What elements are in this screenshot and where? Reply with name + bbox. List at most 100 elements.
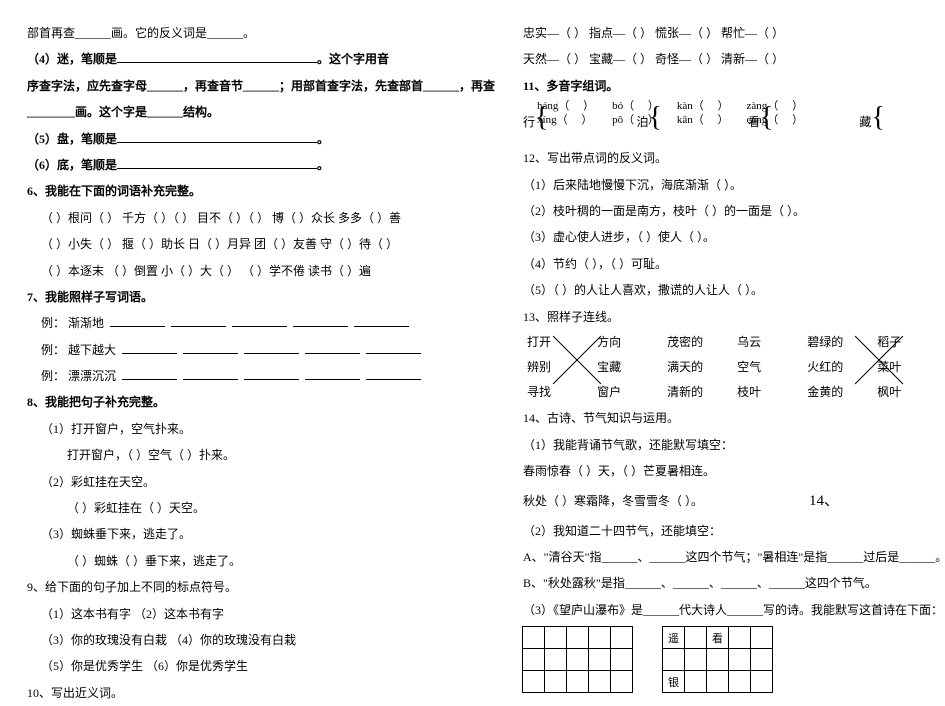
brace-icon: { xyxy=(535,102,548,133)
q4-suffix: 。这个字用音 xyxy=(317,52,389,66)
q14-1: （1）我能背诵节气歌，还能默写填空： xyxy=(523,432,945,458)
poem-grid-container: 遥看银 xyxy=(523,627,945,693)
grid-cell[interactable] xyxy=(684,670,707,693)
connect-word: 宝藏 xyxy=(597,355,667,380)
brace-icon: { xyxy=(760,102,773,133)
grid-cell[interactable]: 遥 xyxy=(662,626,685,649)
grid-cell[interactable] xyxy=(706,670,729,693)
char: 看 xyxy=(748,115,760,129)
grid-cell[interactable] xyxy=(610,670,633,693)
blank[interactable] xyxy=(117,49,317,63)
blank[interactable] xyxy=(110,313,165,327)
blank[interactable] xyxy=(117,155,317,169)
blank[interactable] xyxy=(366,339,421,353)
grid-cell[interactable] xyxy=(728,626,751,649)
blank[interactable] xyxy=(244,366,299,380)
blank[interactable] xyxy=(366,366,421,380)
connect-word: 方向 xyxy=(597,330,667,355)
q14-a: A、"清谷天"指______、______这四个节气；"暑相连"是指______… xyxy=(523,544,945,570)
connect-row: 辨别 宝藏 满天的 空气 火红的 菜叶 xyxy=(527,355,945,380)
sentence: 打开窗户，（ ）空气（ ）扑来。 xyxy=(27,442,495,468)
connect-word: 乌云 xyxy=(737,330,807,355)
blank[interactable] xyxy=(244,339,299,353)
antonym-line: （3）虚心使人进步，（ ）使人（ ）。 xyxy=(523,224,945,250)
sentence: （ ）蜘蛛（ ）垂下来，逃走了。 xyxy=(27,548,495,574)
grid-cell[interactable] xyxy=(566,626,589,649)
poem-text: 秋处（ ）寒霜降，冬雪雪冬（ ）。 xyxy=(523,494,703,508)
grid-cell[interactable] xyxy=(750,648,773,671)
q14-3: （3）《望庐山瀑布》是______代大诗人______写的诗。我能默写这首诗在下… xyxy=(523,597,945,623)
punct-line: （3）你的玫瑰没有白栽 （4）你的玫瑰没有白栽 xyxy=(27,627,495,653)
word-fill: （ ）本逐末 （ ）倒置 小（ ）大（ ） （ ）学不倦 读书（ ）遍 xyxy=(27,258,495,284)
q5-suffix: 。 xyxy=(317,132,329,146)
connect-word: 金黄的 xyxy=(807,380,877,405)
grid-cell[interactable] xyxy=(544,648,567,671)
grid-cell[interactable] xyxy=(750,670,773,693)
grid-cell[interactable] xyxy=(750,626,773,649)
blank[interactable] xyxy=(305,339,360,353)
grid-cell[interactable] xyxy=(588,670,611,693)
blank[interactable] xyxy=(183,339,238,353)
grid-cell[interactable] xyxy=(706,648,729,671)
q4-prefix: （4）迷，笔顺是 xyxy=(27,52,117,66)
blank[interactable] xyxy=(305,366,360,380)
word-fill: （ ）小失（ ） 揠（ ）助长 日（ ）月异 团（ ）友善 守（ ）待（ ） xyxy=(27,231,495,257)
synonym-line: 天然—（ ） 宝藏—（ ） 奇怪—（ ） 清新—（ ） xyxy=(523,46,945,72)
connect-row: 寻找 窗户 清新的 枝叶 金黄的 枫叶 xyxy=(527,380,945,405)
q14-b: B、"秋处露秋"是指______、______、______、______这四个… xyxy=(523,570,945,596)
section-6-title: 6、我能在下面的词语补充完整。 xyxy=(27,178,495,204)
blank[interactable] xyxy=(293,313,348,327)
section-14-title: 14、古诗、节气知识与运用。 xyxy=(523,405,945,431)
grid-cell[interactable] xyxy=(684,626,707,649)
grid-cell[interactable] xyxy=(544,626,567,649)
grid-cell[interactable] xyxy=(610,626,633,649)
connect-word: 茂密的 xyxy=(667,330,737,355)
blank[interactable] xyxy=(171,313,226,327)
connect-word: 稻子 xyxy=(877,330,945,355)
section-13-title: 13、照样子连线。 xyxy=(523,304,945,330)
blank[interactable] xyxy=(122,339,177,353)
text-line: （5）盘，笔顺是。 xyxy=(27,126,495,152)
blank[interactable] xyxy=(232,313,287,327)
grid-cell[interactable]: 看 xyxy=(706,626,729,649)
antonym-line: （5）（ ）的人让人喜欢，撒谎的人让人（ ）。 xyxy=(523,277,945,303)
poem-line: 春雨惊春（ ）天，（ ）芒夏暑相连。 xyxy=(523,458,945,484)
antonym-line: （1）后来陆地慢慢下沉，海底渐渐（ ）。 xyxy=(523,172,945,198)
grid-cell[interactable]: 银 xyxy=(662,670,685,693)
poem-grid-1 xyxy=(523,627,633,693)
grid-cell[interactable] xyxy=(522,626,545,649)
grid-cell[interactable] xyxy=(522,648,545,671)
blank[interactable] xyxy=(117,128,317,142)
text-line: 序查字法，应先查字母______，再查音节______；用部首查字法，先查部首_… xyxy=(27,73,495,99)
grid-cell[interactable] xyxy=(566,670,589,693)
connect-word: 窗户 xyxy=(597,380,667,405)
sentence: （2）彩虹挂在天空。 xyxy=(27,469,495,495)
blank[interactable] xyxy=(122,366,177,380)
word-fill: （ ）根问（ ） 千方（ ）（ ） 目不（ ）（ ） 博（ ）众长 多多（ ）善 xyxy=(27,205,495,231)
right-column: 忠实—（ ） 指点—（ ） 慌张—（ ） 帮忙—（ ） 天然—（ ） 宝藏—（ … xyxy=(515,20,945,645)
grid-cell[interactable] xyxy=(728,648,751,671)
connect-word: 火红的 xyxy=(807,355,877,380)
connect-word: 枝叶 xyxy=(737,380,807,405)
grid-cell[interactable] xyxy=(610,648,633,671)
grid-cell[interactable] xyxy=(544,670,567,693)
grid-cell[interactable] xyxy=(566,648,589,671)
grid-cell[interactable] xyxy=(728,670,751,693)
grid-cell[interactable] xyxy=(662,648,685,671)
brace-icon: { xyxy=(871,102,884,133)
blank[interactable] xyxy=(354,313,409,327)
grid-cell[interactable] xyxy=(684,648,707,671)
connect-word: 辨别 xyxy=(527,355,597,380)
blank[interactable] xyxy=(183,366,238,380)
section-12-title: 12、写出带点词的反义词。 xyxy=(523,145,945,171)
grid-cell[interactable] xyxy=(588,648,611,671)
grid-cell[interactable] xyxy=(522,670,545,693)
q6-prefix: （6）底，笔顺是 xyxy=(27,158,117,172)
stray-number: 14、 xyxy=(809,493,839,509)
poem-line: 秋处（ ）寒霜降，冬雪雪冬（ ）。 14、 xyxy=(523,485,945,518)
example-label: 例： 渐渐地 xyxy=(41,316,104,330)
grid-cell[interactable] xyxy=(588,626,611,649)
example-label: 例： 漂漂沉沉 xyxy=(41,369,116,383)
antonym-line: （4）节约（ ），（ ）可耻。 xyxy=(523,251,945,277)
connect-word: 打开 xyxy=(527,330,597,355)
